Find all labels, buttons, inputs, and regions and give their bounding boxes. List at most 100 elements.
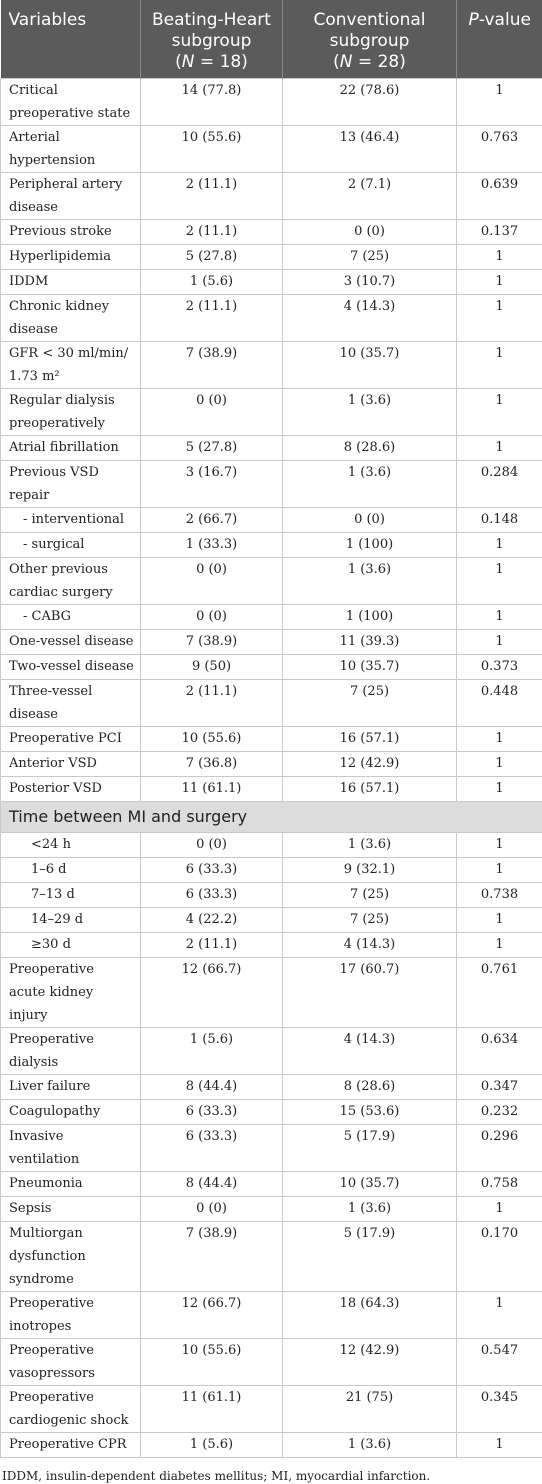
- cell-beating-heart: 8 (44.4): [141, 1075, 283, 1100]
- cell-variable: - interventional: [1, 508, 141, 533]
- cell-p-value: 1: [457, 1197, 542, 1222]
- cell-p-value: 1: [457, 630, 542, 655]
- cell-variable: Invasive ventilation: [1, 1125, 141, 1172]
- cell-variable: Atrial fibrillation: [1, 436, 141, 461]
- cell-variable: Critical preoperative state: [1, 79, 141, 126]
- cell-variable: <24 h: [1, 833, 141, 858]
- cell-variable: Preoperative vasopressors: [1, 1339, 141, 1386]
- cell-p-value: 0.758: [457, 1172, 542, 1197]
- cell-variable: Coagulopathy: [1, 1100, 141, 1125]
- cell-p-value: 0.634: [457, 1028, 542, 1075]
- cell-variable: Chronic kidney disease: [1, 295, 141, 342]
- cell-conventional: 1 (3.6): [283, 389, 457, 436]
- cell-conventional: 1 (3.6): [283, 833, 457, 858]
- cell-beating-heart: 2 (11.1): [141, 933, 283, 958]
- header-beating-heart: Beating-Heart subgroup(N = 18): [141, 0, 283, 79]
- cell-beating-heart: 5 (27.8): [141, 436, 283, 461]
- cell-variable: Previous VSD repair: [1, 461, 141, 508]
- cell-variable: Sepsis: [1, 1197, 141, 1222]
- cell-p-value: 1: [457, 436, 542, 461]
- cell-conventional: 7 (25): [283, 883, 457, 908]
- cell-p-value: 0.448: [457, 680, 542, 727]
- cell-beating-heart: 2 (11.1): [141, 295, 283, 342]
- cell-variable: Preoperative CPR: [1, 1433, 141, 1458]
- cell-beating-heart: 10 (55.6): [141, 126, 283, 173]
- cell-beating-heart: 0 (0): [141, 833, 283, 858]
- cell-variable: Arterial hypertension: [1, 126, 141, 173]
- cell-beating-heart: 8 (44.4): [141, 1172, 283, 1197]
- cell-beating-heart: 6 (33.3): [141, 858, 283, 883]
- cell-beating-heart: 2 (11.1): [141, 680, 283, 727]
- cell-beating-heart: 10 (55.6): [141, 727, 283, 752]
- cell-conventional: 0 (0): [283, 508, 457, 533]
- cell-p-value: 0.347: [457, 1075, 542, 1100]
- cell-p-value: 0.148: [457, 508, 542, 533]
- cell-variable: IDDM: [1, 270, 141, 295]
- cell-p-value: 1: [457, 1433, 542, 1458]
- cell-conventional: 3 (10.7): [283, 270, 457, 295]
- cell-conventional: 10 (35.7): [283, 1172, 457, 1197]
- cell-conventional: 5 (17.9): [283, 1125, 457, 1172]
- cell-conventional: 18 (64.3): [283, 1292, 457, 1339]
- cell-beating-heart: 12 (66.7): [141, 1292, 283, 1339]
- cell-conventional: 1 (3.6): [283, 1197, 457, 1222]
- cell-p-value: 0.373: [457, 655, 542, 680]
- cell-conventional: 7 (25): [283, 245, 457, 270]
- cell-p-value: 1: [457, 245, 542, 270]
- cell-conventional: 12 (42.9): [283, 1339, 457, 1386]
- cell-beating-heart: 2 (66.7): [141, 508, 283, 533]
- section-title: Time between MI and surgery: [1, 802, 542, 833]
- cell-beating-heart: 0 (0): [141, 1197, 283, 1222]
- cell-p-value: 0.232: [457, 1100, 542, 1125]
- cell-beating-heart: 0 (0): [141, 558, 283, 605]
- cell-conventional: 1 (100): [283, 605, 457, 630]
- cell-p-value: 1: [457, 777, 542, 802]
- cell-conventional: 4 (14.3): [283, 295, 457, 342]
- cell-variable: Pneumonia: [1, 1172, 141, 1197]
- cell-variable: Preoperative acute kidney injury: [1, 958, 141, 1028]
- cell-variable: Regular dialysis preoperatively: [1, 389, 141, 436]
- cell-beating-heart: 2 (11.1): [141, 220, 283, 245]
- cell-beating-heart: 1 (33.3): [141, 533, 283, 558]
- cell-beating-heart: 6 (33.3): [141, 1125, 283, 1172]
- cell-conventional: 13 (46.4): [283, 126, 457, 173]
- cell-p-value: 0.284: [457, 461, 542, 508]
- header-variables: Variables: [1, 0, 141, 79]
- cell-p-value: 0.137: [457, 220, 542, 245]
- cell-beating-heart: 12 (66.7): [141, 958, 283, 1028]
- cell-beating-heart: 2 (11.1): [141, 173, 283, 220]
- cell-conventional: 22 (78.6): [283, 79, 457, 126]
- cell-p-value: 1: [457, 933, 542, 958]
- cell-variable: Anterior VSD: [1, 752, 141, 777]
- cell-variable: ≥30 d: [1, 933, 141, 958]
- cell-conventional: 1 (3.6): [283, 461, 457, 508]
- cell-conventional: 16 (57.1): [283, 727, 457, 752]
- cell-p-value: 0.639: [457, 173, 542, 220]
- cell-conventional: 4 (14.3): [283, 933, 457, 958]
- cell-beating-heart: 1 (5.6): [141, 270, 283, 295]
- cell-variable: Preoperative inotropes: [1, 1292, 141, 1339]
- cell-conventional: 21 (75): [283, 1386, 457, 1433]
- cell-p-value: 1: [457, 1292, 542, 1339]
- cell-p-value: 0.296: [457, 1125, 542, 1172]
